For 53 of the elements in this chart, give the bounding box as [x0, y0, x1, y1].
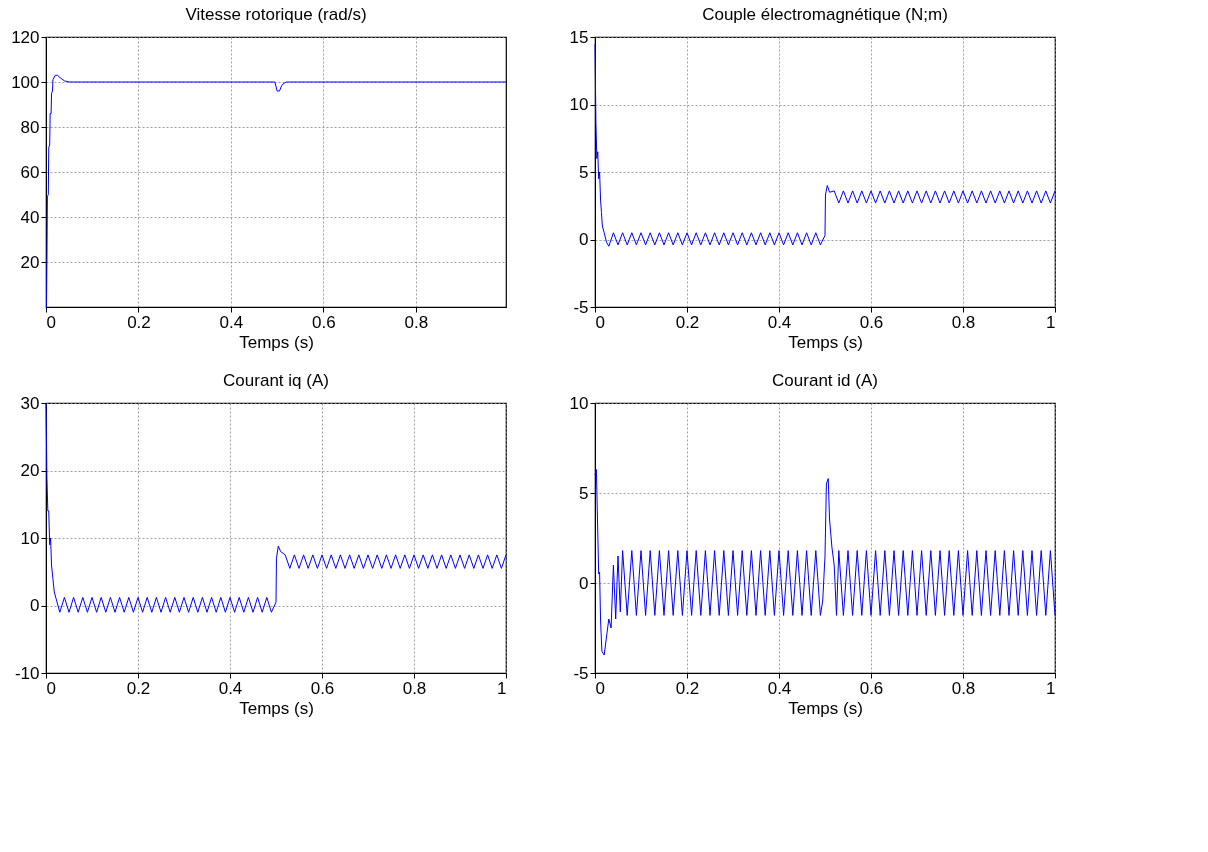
x-tick-label: 0 — [46, 312, 56, 332]
x-tick-label: 0.2 — [675, 312, 700, 332]
x-tick-label: 0.2 — [126, 678, 151, 698]
y-tick-label: 80 — [20, 117, 40, 137]
x-axis-title: Temps (s) — [788, 332, 863, 352]
y-tick-label: 5 — [579, 162, 589, 182]
x-tick-label: 0.8 — [402, 678, 427, 698]
x-tick-label: 0.8 — [404, 312, 429, 332]
x-tick-label: 0.4 — [767, 678, 792, 698]
x-tick-label: 0.6 — [859, 678, 884, 698]
x-tick-label: 0.2 — [127, 312, 151, 332]
chart-title: Vitesse rotorique (rad/s) — [185, 5, 367, 24]
y-tick-label: 0 — [579, 230, 589, 249]
x-tick-label: 0.8 — [951, 312, 976, 332]
x-tick-label: 1 — [1046, 312, 1056, 332]
y-tick-label: -5 — [573, 297, 589, 317]
chart-title: Couple électromagnétique (N;m) — [702, 5, 948, 24]
x-tick-label: 1 — [497, 678, 507, 698]
y-tick-label: 15 — [569, 27, 589, 47]
x-tick-label: 1 — [1046, 678, 1056, 698]
y-tick-label: 120 — [11, 27, 40, 47]
y-tick-label: 10 — [569, 95, 589, 114]
chart-title: Courant iq (A) — [223, 371, 329, 390]
y-tick-label: 10 — [20, 528, 40, 548]
x-tick-label: 0 — [595, 678, 605, 698]
y-tick-label: 5 — [579, 483, 589, 503]
x-tick-label: 0 — [595, 312, 605, 332]
x-tick-label: 0.6 — [859, 312, 884, 332]
x-tick-label: 0.8 — [951, 678, 976, 698]
y-tick-label: 100 — [11, 72, 40, 92]
x-tick-label: 0.4 — [218, 678, 243, 698]
y-tick-label: -5 — [573, 663, 589, 683]
y-tick-label: 20 — [20, 461, 40, 480]
y-tick-label: 10 — [569, 393, 589, 413]
y-tick-label: 60 — [20, 162, 40, 182]
y-tick-label: 0 — [30, 596, 40, 615]
x-axis-title: Temps (s) — [239, 332, 314, 352]
x-tick-label: 0 — [46, 678, 56, 698]
line-series — [594, 43, 1056, 247]
y-tick-label: 0 — [579, 573, 589, 593]
chart-title: Courant id (A) — [772, 371, 878, 390]
x-tick-label: 0.6 — [312, 312, 336, 332]
x-tick-label: 0.4 — [219, 312, 244, 332]
line-series — [594, 469, 1056, 656]
y-tick-label: 30 — [20, 393, 40, 413]
x-tick-label: 0.6 — [310, 678, 335, 698]
y-tick-label: 40 — [20, 207, 40, 227]
x-axis-title: Temps (s) — [788, 698, 863, 718]
y-tick-label: -10 — [14, 663, 40, 683]
x-axis-title: Temps (s) — [239, 698, 314, 718]
x-tick-label: 0.2 — [675, 678, 700, 698]
x-tick-label: 0.4 — [767, 312, 792, 332]
y-tick-label: 20 — [20, 252, 40, 272]
